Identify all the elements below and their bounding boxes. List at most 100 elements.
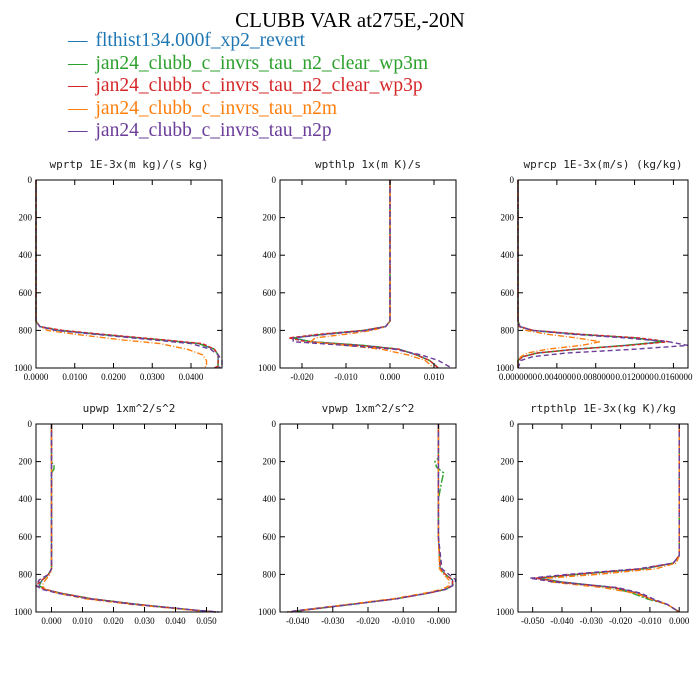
x-tick-label: 0.0000000 xyxy=(499,372,538,382)
y-tick-label: 1000 xyxy=(14,607,33,617)
y-tick-label: 200 xyxy=(19,213,33,223)
legend-label: flthist134.000f_xp2_revert xyxy=(95,30,306,51)
series-line xyxy=(38,424,216,613)
series-line xyxy=(529,424,680,613)
subplot: vpwp 1xm^2/s^2 0 200 400 600 800 1000 -0.040 -0.… xyxy=(258,402,457,626)
subplot-title: rtpthlp 1E-3x(kg K)/kg xyxy=(530,402,676,415)
x-tick-label: 0.000 xyxy=(669,616,690,626)
y-tick-label: 400 xyxy=(19,494,33,504)
x-tick-label: 0.0080000 xyxy=(577,372,616,382)
legend-item: — jan24_clubb_c_invrs_tau_n2_clear_wp3p xyxy=(68,75,428,98)
series-line xyxy=(288,180,439,369)
subplot: wpthlp 1x(m K)/s 0 200 400 600 800 1000 -0.020 -… xyxy=(258,158,457,382)
series-line xyxy=(517,180,601,368)
series-line xyxy=(35,180,208,369)
y-tick-label: 400 xyxy=(501,494,515,504)
x-tick-label: -0.020 xyxy=(609,616,633,626)
x-tick-label: -0.040 xyxy=(286,616,310,626)
plot-frame xyxy=(517,179,689,369)
y-tick-label: 0 xyxy=(28,419,33,429)
y-tick-label: 0 xyxy=(28,175,33,185)
y-tick-label: 800 xyxy=(19,569,33,579)
series-line xyxy=(292,180,452,369)
y-tick-label: 800 xyxy=(501,325,515,335)
x-tick-label: 0.010 xyxy=(424,372,445,382)
x-tick-label: 0.0100 xyxy=(62,372,87,382)
x-tick-label: -0.030 xyxy=(580,616,604,626)
y-tick-label: 800 xyxy=(263,569,277,579)
series-line xyxy=(535,424,680,613)
y-tick-label: 200 xyxy=(263,213,277,223)
legend-swatch: — xyxy=(68,30,88,51)
series-line xyxy=(286,424,450,613)
y-tick-label: 0 xyxy=(510,419,515,429)
subplot-title: vpwp 1xm^2/s^2 xyxy=(322,402,415,415)
legend-swatch: — xyxy=(68,75,88,96)
series-line xyxy=(535,424,680,613)
plot-frame xyxy=(35,179,223,369)
legend-label: jan24_clubb_c_invrs_tau_n2_clear_wp3p xyxy=(95,75,423,96)
x-tick-label: 0.0160000 xyxy=(654,372,693,382)
series-line xyxy=(517,180,689,369)
y-tick-label: 400 xyxy=(263,250,277,260)
plot-frame xyxy=(35,423,223,613)
x-tick-label: 0.050 xyxy=(196,616,217,626)
y-tick-label: 600 xyxy=(19,532,33,542)
series-line xyxy=(290,424,454,613)
legend-swatch: — xyxy=(68,52,88,74)
y-tick-label: 200 xyxy=(501,213,515,223)
y-tick-label: 600 xyxy=(501,288,515,298)
legend-label: jan24_clubb_c_invrs_tau_n2m xyxy=(95,97,338,119)
y-tick-label: 400 xyxy=(19,250,33,260)
plot-frame xyxy=(517,423,689,613)
x-tick-label: -0.050 xyxy=(521,616,545,626)
y-tick-label: 1000 xyxy=(258,363,277,373)
x-tick-label: -0.010 xyxy=(334,372,358,382)
legend-item: — jan24_clubb_c_invrs_tau_n2m xyxy=(68,98,428,121)
x-tick-label: -0.040 xyxy=(550,616,574,626)
series-line xyxy=(293,180,439,369)
series-line xyxy=(290,424,454,613)
legend-swatch: — xyxy=(68,120,88,141)
x-tick-label: -0.020 xyxy=(356,616,380,626)
x-tick-label: 0.0400 xyxy=(179,372,204,382)
y-tick-label: 1000 xyxy=(496,363,515,373)
series-line xyxy=(35,180,223,369)
y-tick-label: 400 xyxy=(263,494,277,504)
x-tick-label: 0.0000 xyxy=(24,372,49,382)
x-tick-label: 0.0300 xyxy=(140,372,165,382)
plot-frame xyxy=(279,423,457,613)
legend-swatch: — xyxy=(68,97,88,119)
y-tick-label: 1000 xyxy=(496,607,515,617)
y-tick-label: 0 xyxy=(272,419,277,429)
x-tick-label: 0.040 xyxy=(165,616,186,626)
subplot: rtpthlp 1E-3x(kg K)/kg02004006008001000-… xyxy=(496,402,690,626)
y-tick-label: 400 xyxy=(501,250,515,260)
x-tick-label: 0.0200 xyxy=(101,372,126,382)
series-line xyxy=(538,424,680,613)
y-tick-label: 200 xyxy=(263,457,277,467)
subplot: wprcp 1E-3x(m/s) (kg/kg) 0 200 400 600 800 100… xyxy=(496,158,693,382)
y-tick-label: 600 xyxy=(263,532,277,542)
y-tick-label: 0 xyxy=(510,175,515,185)
x-tick-label: 0.0040000 xyxy=(538,372,577,382)
y-tick-label: 1000 xyxy=(14,363,33,373)
series-line xyxy=(41,424,213,613)
x-tick-label: 0.010 xyxy=(72,616,93,626)
legend-label: jan24_clubb_c_invrs_tau_n2p xyxy=(95,120,332,141)
x-tick-label: 0.000 xyxy=(41,616,62,626)
y-tick-label: 800 xyxy=(263,325,277,335)
subplot-title: wprcp 1E-3x(m/s) (kg/kg) xyxy=(524,158,683,171)
series-line xyxy=(34,424,216,613)
series-line xyxy=(309,180,435,369)
x-tick-label: -0.010 xyxy=(638,616,662,626)
subplot-title: wprtp 1E-3x(m kg)/(s kg) xyxy=(50,158,209,171)
x-tick-label: 0.000 xyxy=(380,372,401,382)
x-tick-label: 0.0120000 xyxy=(615,372,654,382)
subplot-title: upwp 1xm^2/s^2 xyxy=(83,402,176,415)
legend-item: — jan24_clubb_c_invrs_tau_n2p xyxy=(68,120,428,143)
plot-frame xyxy=(279,179,457,369)
y-tick-label: 800 xyxy=(19,325,33,335)
y-tick-label: 600 xyxy=(19,288,33,298)
